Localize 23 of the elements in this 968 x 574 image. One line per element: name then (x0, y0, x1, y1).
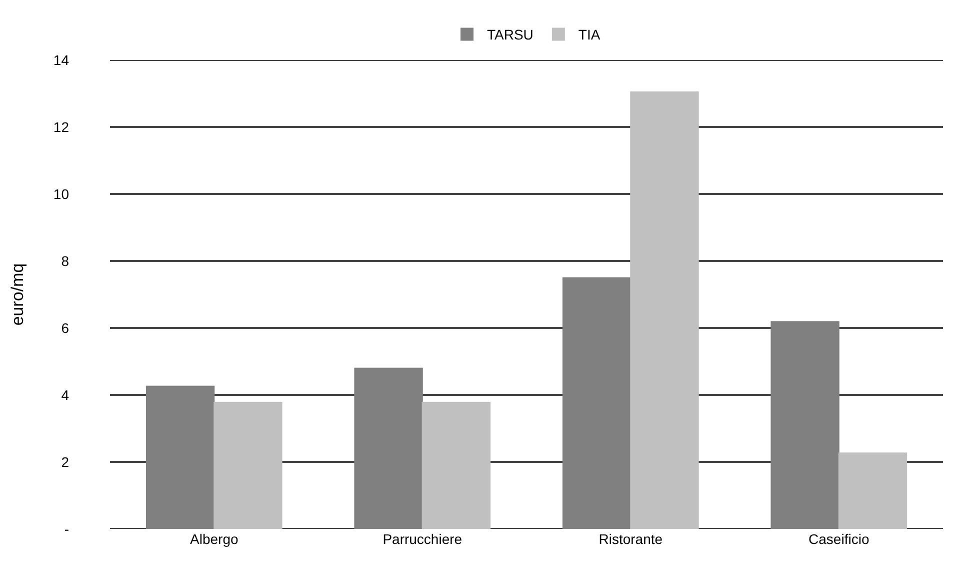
bar (354, 368, 423, 529)
y-tick-label: 12 (53, 118, 70, 135)
y-tick-label: 8 (61, 252, 70, 269)
y-tick-label: 6 (61, 320, 70, 336)
x-tick-label: Caseificio (808, 531, 870, 547)
bar (770, 321, 840, 529)
legend-label: TIA (578, 26, 601, 43)
x-tick-label: Albergo (190, 531, 238, 547)
bar (422, 402, 491, 529)
bar (630, 91, 699, 529)
x-tick-label: Parrucchiere (382, 531, 462, 547)
y-tick-label: 10 (53, 186, 70, 202)
legend-label: TARSU (487, 26, 534, 43)
y-tick-label: - (64, 520, 70, 537)
bar (146, 386, 215, 529)
x-tick-label: Ristorante (598, 531, 663, 547)
bar (838, 452, 908, 529)
y-tick-label: 4 (61, 386, 70, 403)
y-tick-label: 2 (61, 454, 70, 470)
bar (562, 277, 632, 529)
y-tick-label: 14 (53, 52, 70, 68)
bar (214, 402, 282, 529)
y-axis-title: euro/mq (8, 263, 27, 326)
